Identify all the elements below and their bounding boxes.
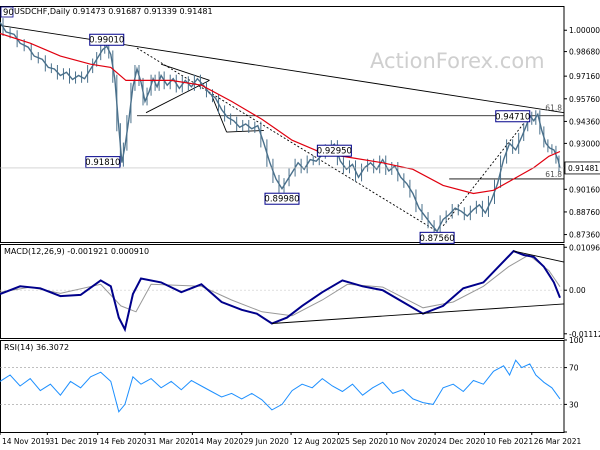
rsi-ytick-label: 100 [569, 336, 584, 345]
macd-trendline [513, 250, 565, 263]
x-tick-label: 24 Dec 2020 [437, 437, 485, 446]
fib-label: 61.8 [545, 104, 562, 113]
panel-frame-2 [0, 340, 565, 433]
macd-panel-title: MACD(12,26,9) -0.001921 0.000910 [4, 247, 149, 256]
price-label-box [85, 156, 121, 169]
price-ytick-label: 0.98680 [569, 48, 600, 57]
trendline [211, 94, 228, 133]
price-label: 0.94710 [495, 112, 530, 122]
price-label: 0.89980 [264, 195, 299, 205]
price-label: 0.99010 [89, 36, 124, 46]
rsi-ytick-label: 30 [569, 400, 579, 409]
macd-ytick-label: 0.00 [569, 286, 586, 295]
x-tick-label: 26 Mar 2021 [534, 437, 582, 446]
current-price-tag [564, 161, 600, 175]
x-tick-label: 12 Aug 2020 [293, 437, 341, 446]
price-label-box [316, 144, 352, 157]
macd-signal-line [0, 254, 561, 317]
top-left-label: 90 [3, 8, 14, 18]
current-price-label: 0.91481 [568, 164, 599, 173]
price-series [0, 21, 561, 233]
price-ytick-label: 0.90160 [569, 185, 600, 194]
trendline [136, 47, 438, 232]
x-tick-label: 25 Sep 2020 [340, 437, 388, 446]
panel-frame-0 [0, 6, 565, 243]
fib-label: 61.8 [545, 170, 562, 179]
price-ytick-label: 0.95760 [569, 95, 600, 104]
price-ytick-label: 1.00000 [569, 26, 600, 35]
trendline [145, 79, 210, 114]
price-ytick-label: 0.94360 [569, 117, 600, 126]
macd-trendline [271, 303, 565, 324]
x-tick-label: 31 Mar 2020 [147, 437, 195, 446]
x-tick-label: 29 Jun 2020 [244, 437, 289, 446]
x-tick-label: 14 May 2020 [194, 437, 243, 446]
x-tick-label: 14 Nov 2019 [2, 437, 50, 446]
macd-line [0, 249, 561, 333]
price-ytick-label: 0.93000 [569, 139, 600, 148]
top-left-box [0, 6, 14, 18]
trendline [226, 130, 264, 133]
x-tick-label: 31 Dec 2019 [49, 437, 97, 446]
macd-ytick-label: 0.010967 [569, 243, 600, 252]
price-label-box [495, 110, 531, 123]
trendline [442, 115, 531, 227]
price-ytick-label: 0.88760 [569, 208, 600, 217]
rsi-ytick-label: 70 [569, 364, 579, 373]
price-label: 0.87560 [420, 234, 455, 244]
x-tick-label: 10 Nov 2020 [389, 437, 437, 446]
price-label-box [264, 192, 300, 205]
rsi-panel-title: RSI(14) 36.3072 [4, 343, 69, 352]
macd-ytick-label: -0.011127 [569, 330, 600, 339]
price-ytick-label: 0.97160 [569, 72, 600, 81]
price-panel-title: USDCHF,Daily 0.91473 0.91687 0.91339 0.9… [14, 7, 213, 16]
rsi-line [0, 359, 561, 413]
x-tick-label: 14 Feb 2020 [100, 437, 147, 446]
price-label-box [89, 33, 125, 46]
price-ytick-label: 0.87360 [569, 231, 600, 240]
price-label-box [419, 231, 455, 244]
watermark: ActionForex.com [370, 49, 545, 73]
price-label: 0.91810 [85, 158, 120, 168]
moving-average-line [0, 32, 561, 195]
price-label: 0.92950 [317, 147, 352, 157]
x-tick-label: 10 Feb 2021 [486, 437, 533, 446]
trendline [161, 63, 210, 81]
